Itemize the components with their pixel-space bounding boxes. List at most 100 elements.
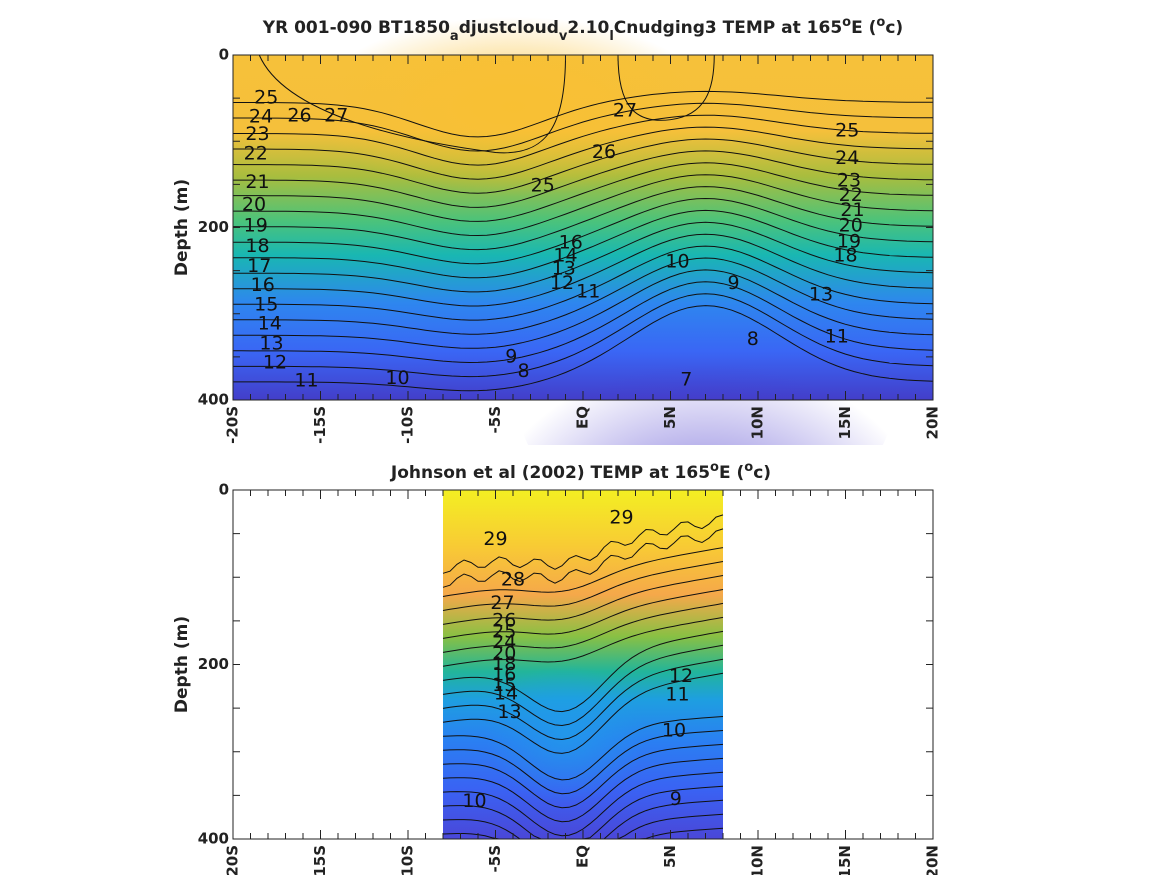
contour-line [442,771,724,837]
contour-line [233,209,934,279]
contour-label: 18 [492,653,516,675]
contour-line [233,281,934,364]
contour-label: 13 [809,283,833,305]
contour-line [233,197,934,265]
contour-label: 23 [245,123,269,145]
contour-line [442,514,724,574]
contour-label: 8 [747,328,759,350]
contour-label: 21 [840,199,864,221]
contour-label: 25 [492,621,516,643]
contour-line [442,743,724,809]
contour-label: 13 [552,257,576,279]
contour-label: 20 [839,214,863,236]
chart-title-part: djustcloud [459,18,559,38]
x-tick-label: 20N [924,406,942,439]
chart-title: Johnson et al (2002) TEMP at 165oE (oc) [390,460,771,483]
y-tick-label: 0 [219,46,229,64]
x-tick-label: -15S [311,406,329,444]
contour-line [442,672,724,754]
chart-title-part: Cnudging3 TEMP at 165 [614,18,842,38]
contour-label: 10 [662,719,686,741]
y-tick-label: 400 [198,830,229,848]
contour-label: 18 [833,244,857,266]
contour-label: 14 [553,244,577,266]
contour-line [442,616,724,667]
chart-title: YR 001-090 BT1850adjustcloudv2.10lCnudgi… [262,15,903,44]
x-tick-label: 10N [749,406,767,439]
contour-line [442,757,724,823]
chart-title-part: c) [753,463,771,483]
contour-label: 26 [492,609,516,631]
contour-label: 13 [259,332,283,354]
contour-label: 19 [837,231,861,253]
contour-line [442,658,724,741]
tick-marks [232,54,934,401]
contour-label: 11 [294,370,318,392]
y-axis-label: Depth (m) [172,179,192,276]
chart-title-part: E ( [851,18,876,38]
thermocline-dip-shade [485,664,646,805]
contour-label: 25 [531,175,555,197]
contour-label: 7 [680,369,692,391]
contour-label: 25 [835,119,859,141]
chart-title-part: 2.10 [567,18,609,38]
contour-label: 28 [501,568,525,590]
chart-title-part: E ( [719,463,744,483]
y-axis-label: Depth (m) [172,616,192,713]
chart-title-part: c) [885,18,903,38]
contour-label: 16 [251,274,275,296]
contour-line [442,589,724,639]
contour-line [233,245,934,321]
contour-line [442,730,724,795]
contour-label: 22 [244,143,268,165]
contour-line [232,138,934,194]
contour-line [442,716,724,781]
contour-line [442,547,724,597]
contour-label: 14 [494,683,518,705]
x-tick-label: 15N [836,845,854,875]
chart-title-part: o [842,15,851,30]
contour-line [233,233,934,307]
contour-label: 18 [245,235,269,257]
bottom-chart-panel: 29 29 28 27 26 25 24 20 18 16 15 14 13 12 11 10 10 9 -20S -… [0,445,1167,875]
contour-line [233,90,933,138]
contour-line [233,257,934,335]
contour-label: 11 [576,281,600,303]
contour-label: 22 [839,184,863,206]
x-tick-label: -10S [399,406,417,444]
y-tick-label: 200 [198,655,229,673]
contour-label: 24 [249,106,273,128]
contour-line [442,602,724,653]
contour-label: 27 [613,100,637,122]
contour-line [258,54,566,154]
contour-label: 10 [462,790,486,812]
contour-label: 29 [483,528,507,550]
contour-label: 21 [245,171,269,193]
x-tick-label: -5S [486,845,504,872]
y-tick-label: 0 [219,481,229,499]
x-tick-label: 10N [749,845,767,875]
x-tick-label: 5N [661,845,679,868]
contour-line [233,174,934,237]
contour-line [233,114,934,166]
contour-line [442,561,724,611]
contour-label: 15 [254,294,278,316]
contour-label: 20 [492,643,516,665]
chart-title-part: o [876,15,885,30]
chart-title-part: Johnson et al (2002) TEMP at 165 [390,463,710,483]
contour-label: 10 [385,367,409,389]
chart-title-part: v [559,29,568,44]
contour-label: 12 [669,665,693,687]
chart-title-part: o [710,460,719,475]
contour-line [233,293,934,378]
y-tick-label: 200 [198,218,229,236]
contour-line [442,630,724,713]
contour-line [233,305,934,392]
contour-label: 26 [592,141,616,163]
chart-title-part: l [609,29,613,44]
x-tick-label: EQ [574,406,592,429]
contour-label: 8 [517,360,529,382]
